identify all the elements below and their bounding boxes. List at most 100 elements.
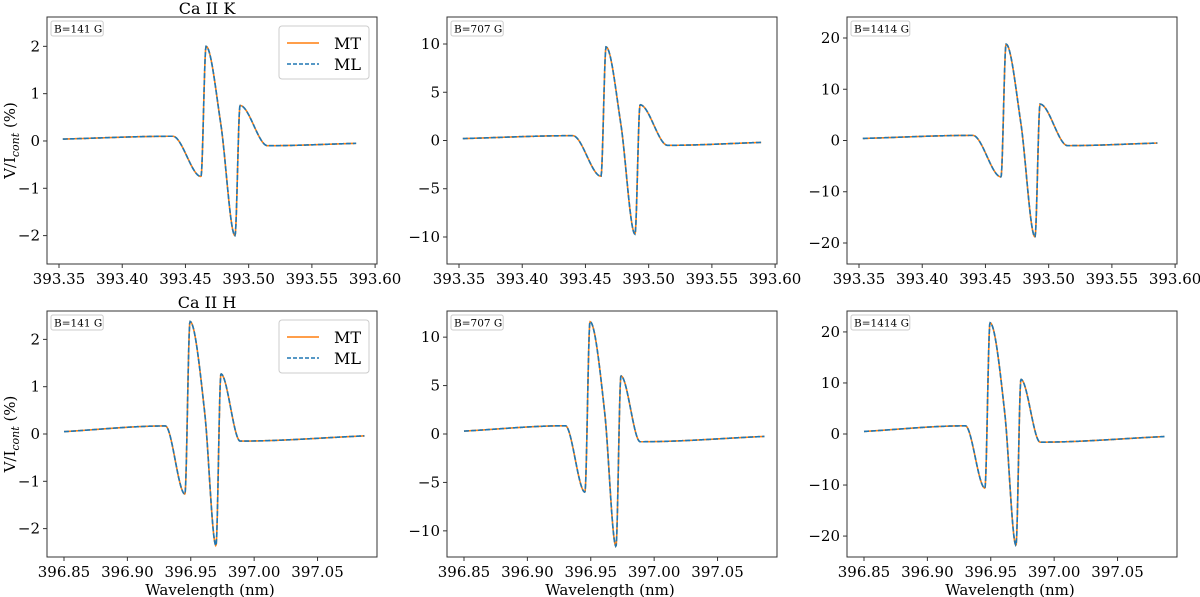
y-tick-label: 0 bbox=[830, 425, 840, 443]
x-tick-label: 393.55 bbox=[686, 270, 739, 288]
x-axis-label: Wavelength (nm) bbox=[145, 581, 274, 597]
x-tick-label: 397.05 bbox=[1091, 563, 1144, 581]
y-tick-label: −10 bbox=[808, 183, 840, 201]
y-tick-label: 1 bbox=[30, 85, 40, 103]
x-tick-label: 397.00 bbox=[228, 563, 281, 581]
x-tick-label: 397.00 bbox=[628, 563, 681, 581]
x-tick-label: 396.95 bbox=[165, 563, 218, 581]
subplot-title: Ca II K bbox=[179, 0, 237, 18]
series-ml-line bbox=[463, 320, 765, 548]
subplot-title: Ca II H bbox=[178, 293, 237, 312]
legend-mt-label: MT bbox=[334, 328, 361, 347]
x-tick-label: 396.95 bbox=[565, 563, 618, 581]
y-tick-label: 10 bbox=[821, 374, 840, 392]
x-tick-label: 397.00 bbox=[1028, 563, 1081, 581]
x-tick-label: 393.35 bbox=[433, 270, 486, 288]
y-tick-label: 1 bbox=[30, 378, 40, 396]
y-tick-label: −10 bbox=[808, 476, 840, 494]
legend-ml-label: ML bbox=[334, 349, 361, 368]
svg-text:B=141 G: B=141 G bbox=[54, 24, 102, 36]
subplot-6: 396.85 396.90 396.95 397.00 397.05 −20 −10 0 10 2… bbox=[808, 310, 1178, 597]
y-tick-label: 0 bbox=[830, 132, 840, 150]
x-tick-label: 396.90 bbox=[501, 563, 554, 581]
series-mt-line bbox=[862, 43, 1158, 238]
series-ml-line bbox=[462, 45, 762, 236]
y-axis-label: V/Icont (%) bbox=[1, 102, 22, 180]
x-tick-label: 393.60 bbox=[349, 270, 402, 288]
y-tick-label: 0 bbox=[430, 132, 440, 150]
x-tick-label: 393.55 bbox=[286, 270, 339, 288]
svg-text:B=1414 G: B=1414 G bbox=[854, 318, 909, 330]
svg-text:B=707 G: B=707 G bbox=[454, 318, 502, 330]
axes-frame bbox=[846, 16, 1178, 265]
svg-text:B=141 G: B=141 G bbox=[54, 318, 102, 330]
svg-text:B=707 G: B=707 G bbox=[454, 24, 502, 36]
field-strength-annotation: B=1414 G bbox=[850, 20, 911, 37]
y-tick-label: 5 bbox=[430, 83, 440, 101]
field-strength-annotation: B=707 G bbox=[450, 314, 504, 331]
x-tick-label: 397.05 bbox=[691, 563, 744, 581]
subplot-5: 396.85 396.90 396.95 397.00 397.05 −10 −5 0 5 10 W… bbox=[408, 310, 778, 597]
y-axis-label: V/Icont (%) bbox=[1, 396, 22, 474]
x-tick-label: 393.50 bbox=[222, 270, 275, 288]
y-tick-label: −2 bbox=[18, 227, 40, 245]
y-tick-label: −1 bbox=[18, 472, 40, 490]
plot-lines bbox=[462, 45, 762, 236]
legend: MT ML bbox=[278, 319, 370, 374]
x-tick-label: 393.50 bbox=[1022, 270, 1075, 288]
y-tick-label: 0 bbox=[30, 425, 40, 443]
field-strength-annotation: B=707 G bbox=[450, 20, 504, 37]
y-tick-label: −5 bbox=[418, 180, 440, 198]
subplot-3: 393.35 393.40 393.45 393.50 393.55 393.60 −20 −… bbox=[808, 16, 1200, 288]
y-tick-label: 0 bbox=[430, 425, 440, 443]
y-tick-label: 0 bbox=[30, 132, 40, 150]
x-tick-label: 396.90 bbox=[101, 563, 154, 581]
x-tick-label: 393.40 bbox=[896, 270, 949, 288]
x-tick-label: 393.50 bbox=[622, 270, 675, 288]
y-tick-label: 20 bbox=[821, 29, 840, 47]
x-tick-label: 396.95 bbox=[965, 563, 1018, 581]
x-tick-label: 393.45 bbox=[159, 270, 212, 288]
series-ml-line bbox=[62, 45, 357, 238]
x-tick-label: 393.40 bbox=[496, 270, 549, 288]
svg-text:B=1414 G: B=1414 G bbox=[854, 24, 909, 36]
legend: MT ML bbox=[278, 25, 370, 80]
y-tick-label: 2 bbox=[30, 37, 40, 55]
subplot-4: 396.85 396.90 396.95 397.00 397.05 −2 −1 0 1 2 Ca … bbox=[1, 293, 378, 597]
x-axis-label: Wavelength (nm) bbox=[945, 581, 1074, 597]
y-tick-label: −20 bbox=[808, 234, 840, 252]
y-tick-label: 5 bbox=[430, 377, 440, 395]
y-tick-label: −10 bbox=[408, 228, 440, 246]
field-strength-annotation: B=141 G bbox=[50, 314, 104, 331]
legend-mt-label: MT bbox=[334, 34, 361, 53]
plot-lines bbox=[862, 43, 1158, 238]
y-tick-label: −2 bbox=[18, 520, 40, 538]
field-strength-annotation: B=1414 G bbox=[850, 314, 911, 331]
y-tick-label: −20 bbox=[808, 527, 840, 545]
y-tick-label: 10 bbox=[821, 80, 840, 98]
series-ml-line bbox=[863, 321, 1165, 547]
x-tick-label: 393.55 bbox=[1086, 270, 1139, 288]
y-tick-label: 10 bbox=[421, 35, 440, 53]
plot-lines bbox=[62, 45, 357, 238]
subplot-1: 393.35 393.40 393.45 393.50 393.55 393.60 −2 −1… bbox=[1, 0, 401, 288]
y-tick-label: −10 bbox=[408, 522, 440, 540]
series-mt-line bbox=[462, 45, 762, 236]
plot-lines bbox=[463, 320, 765, 548]
x-tick-label: 396.85 bbox=[438, 563, 491, 581]
y-tick-label: −5 bbox=[418, 473, 440, 491]
y-tick-label: −1 bbox=[18, 179, 40, 197]
series-ml-line bbox=[862, 43, 1158, 238]
axes-frame bbox=[446, 16, 778, 265]
series-ml-line bbox=[63, 320, 365, 548]
field-strength-annotation: B=141 G bbox=[50, 20, 104, 37]
subplot-2: 393.35 393.40 393.45 393.50 393.55 393.60 −10 −… bbox=[408, 16, 801, 288]
series-mt-line bbox=[863, 321, 1165, 547]
x-tick-label: 393.40 bbox=[96, 270, 149, 288]
y-tick-label: 10 bbox=[421, 328, 440, 346]
y-tick-label: 20 bbox=[821, 323, 840, 341]
x-tick-label: 393.60 bbox=[1149, 270, 1200, 288]
series-mt-line bbox=[463, 320, 765, 548]
x-tick-label: 396.90 bbox=[901, 563, 954, 581]
